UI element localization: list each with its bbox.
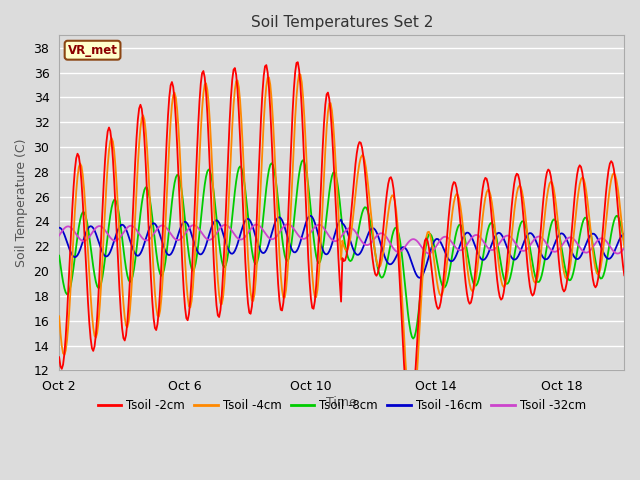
Text: VR_met: VR_met [68,44,118,57]
Y-axis label: Soil Temperature (C): Soil Temperature (C) [15,139,28,267]
Title: Soil Temperatures Set 2: Soil Temperatures Set 2 [250,15,433,30]
Legend: Tsoil -2cm, Tsoil -4cm, Tsoil -8cm, Tsoil -16cm, Tsoil -32cm: Tsoil -2cm, Tsoil -4cm, Tsoil -8cm, Tsoi… [93,394,591,417]
X-axis label: Time: Time [326,396,357,409]
